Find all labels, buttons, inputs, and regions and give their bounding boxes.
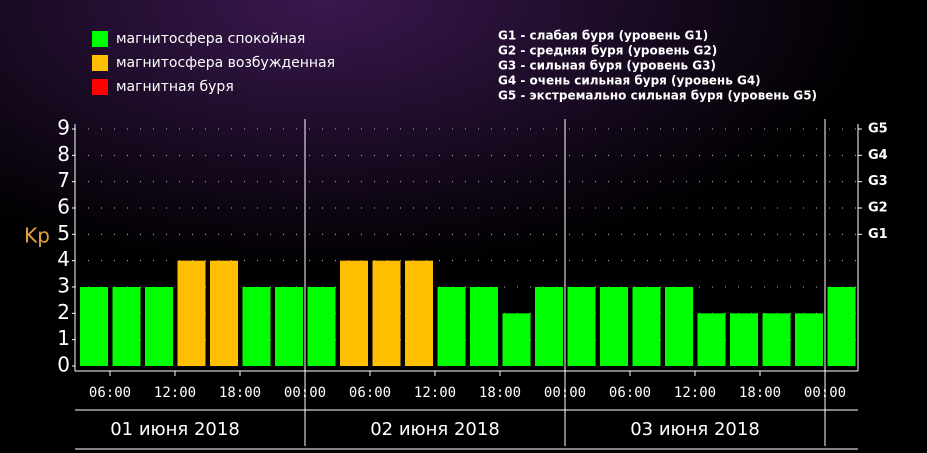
bar bbox=[80, 287, 108, 366]
bar bbox=[372, 260, 401, 366]
x-tick-label: 12:00 bbox=[154, 385, 196, 401]
y-tick-label: 2 bbox=[57, 300, 70, 324]
y-tick-label: 5 bbox=[57, 221, 70, 245]
x-tick-label: 18:00 bbox=[479, 385, 521, 401]
bar bbox=[827, 287, 856, 366]
x-tick-label: 06:00 bbox=[609, 385, 651, 401]
x-tick-label: 12:00 bbox=[674, 385, 716, 401]
scale-note: G4 - очень сильная буря (уровень G4) bbox=[498, 74, 761, 88]
y-tick-label: 0 bbox=[57, 353, 70, 377]
bar bbox=[307, 287, 336, 366]
bar bbox=[697, 313, 726, 366]
y-tick-label: 6 bbox=[57, 195, 70, 219]
bar bbox=[665, 287, 693, 366]
y2-tick-label: G1 bbox=[868, 227, 888, 242]
y-tick-label: 4 bbox=[57, 247, 70, 271]
x-tick-label: 00:00 bbox=[544, 385, 586, 401]
bar bbox=[600, 287, 628, 366]
scale-note: G2 - средняя буря (уровень G2) bbox=[498, 44, 717, 58]
bar bbox=[795, 313, 823, 366]
scale-note: G5 - экстремально сильная буря (уровень … bbox=[498, 89, 817, 103]
bar bbox=[567, 287, 596, 366]
y-axis-label: Kp bbox=[24, 224, 50, 248]
bar bbox=[730, 313, 758, 366]
x-tick-label: 06:00 bbox=[89, 385, 131, 401]
bar bbox=[405, 260, 433, 366]
bar bbox=[145, 287, 173, 366]
y-tick-label: 7 bbox=[57, 168, 70, 192]
y2-tick-label: G3 bbox=[868, 174, 888, 189]
legend-swatch bbox=[92, 31, 108, 47]
x-tick-label: 18:00 bbox=[739, 385, 781, 401]
x-tick-label: 00:00 bbox=[804, 385, 846, 401]
legend-swatch bbox=[92, 55, 108, 71]
bar bbox=[470, 287, 498, 366]
scale-note: G1 - слабая буря (уровень G1) bbox=[498, 29, 708, 43]
bar bbox=[275, 287, 303, 366]
y2-tick-label: G5 bbox=[868, 122, 888, 137]
y-tick-label: 9 bbox=[57, 116, 70, 140]
day-label: 03 июня 2018 bbox=[630, 419, 760, 440]
bar bbox=[762, 313, 791, 366]
x-tick-label: 18:00 bbox=[219, 385, 261, 401]
y2-tick-label: G2 bbox=[868, 201, 888, 216]
bar bbox=[502, 313, 531, 366]
scale-note: G3 - сильная буря (уровень G3) bbox=[498, 59, 716, 73]
bar bbox=[535, 287, 563, 366]
legend-swatch bbox=[92, 79, 108, 95]
y-tick-label: 1 bbox=[57, 326, 70, 350]
bar bbox=[177, 260, 206, 366]
legend-label: магнитосфера спокойная bbox=[116, 31, 305, 47]
y2-tick-label: G4 bbox=[868, 148, 888, 163]
x-tick-label: 06:00 bbox=[349, 385, 391, 401]
bar bbox=[242, 287, 271, 366]
legend-label: магнитная буря bbox=[116, 79, 234, 95]
day-label: 02 июня 2018 bbox=[370, 419, 500, 440]
x-tick-label: 12:00 bbox=[414, 385, 456, 401]
bar bbox=[210, 260, 238, 366]
bar bbox=[112, 287, 141, 366]
y-tick-label: 8 bbox=[57, 142, 70, 166]
bar bbox=[632, 287, 661, 366]
bar bbox=[340, 260, 368, 366]
y-tick-label: 3 bbox=[57, 274, 70, 298]
x-tick-label: 00:00 bbox=[284, 385, 326, 401]
bar bbox=[437, 287, 466, 366]
day-label: 01 июня 2018 bbox=[110, 419, 240, 440]
legend-label: магнитосфера возбужденная bbox=[116, 55, 335, 71]
